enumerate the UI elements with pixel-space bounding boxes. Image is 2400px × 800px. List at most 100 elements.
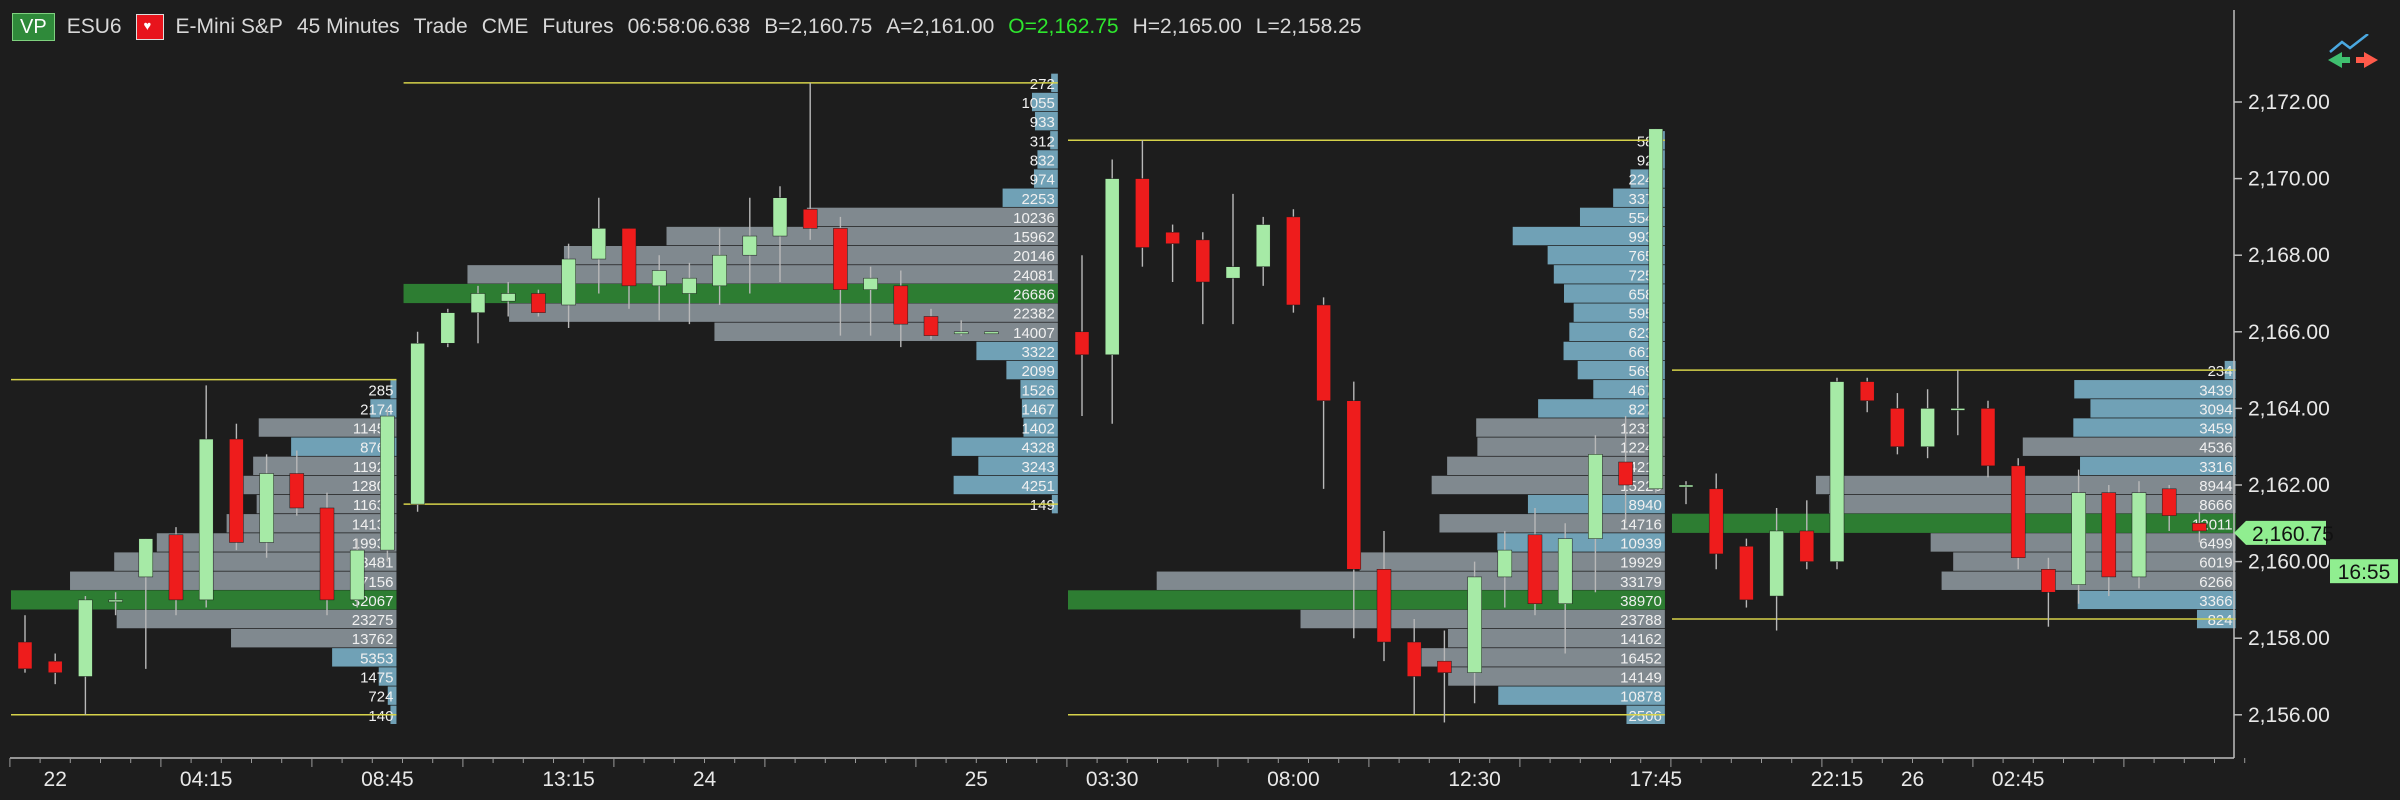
candle-down [1890, 408, 1905, 447]
profile-volume-label: 312 [1030, 133, 1055, 150]
countdown-box [2330, 559, 2398, 584]
candle-down [1859, 381, 1875, 401]
chart-header: VP ESU6 E-Mini S&P 45 Minutes Trade CME … [12, 12, 1375, 42]
profile-volume-label: 14007 [1013, 325, 1055, 342]
candle-down [1195, 239, 1211, 283]
profile-volume-label: 1526 [1021, 382, 1054, 399]
profile-volume-label: 8666 [2199, 497, 2232, 514]
profile-volume-label: 26686 [1013, 287, 1055, 304]
profile-bar [1037, 150, 1058, 169]
profile-bar [1547, 246, 1665, 265]
profile-bar [1021, 399, 1058, 418]
x-tick-label: 24 [693, 768, 717, 791]
candle-up [1648, 128, 1664, 490]
profile-bar [1563, 284, 1665, 303]
profile-volume-label: 149 [1030, 497, 1055, 514]
profile-bar [1006, 360, 1058, 380]
profile-bar [1034, 111, 1058, 131]
candle-down [621, 228, 637, 287]
profile-volume-label: 13762 [352, 631, 394, 648]
candle-up [78, 599, 93, 677]
candle-up [2071, 492, 2086, 585]
profile-bar [1050, 131, 1058, 150]
profile-volume-label: 23275 [352, 612, 394, 629]
profile-volume-label: 22382 [1013, 306, 1055, 323]
timeframe-label[interactable]: 45 Minutes [296, 15, 400, 38]
profile-volume-label: 3459 [2199, 421, 2232, 438]
candle-down [168, 534, 184, 601]
profile-volume-label: 4251 [1021, 478, 1054, 495]
profile-bar [1023, 418, 1058, 437]
time-label: 06:58:06.638 [627, 15, 751, 38]
profile-volume-label: 1402 [1021, 421, 1054, 438]
profile-volume-label: 272 [1030, 76, 1055, 93]
open-label: O=2,162.75 [1008, 15, 1119, 38]
ask-label: A=2,161.00 [886, 15, 995, 38]
profile-bar [2022, 437, 2236, 456]
candle-up [198, 438, 214, 601]
profile-bar [242, 475, 397, 495]
y-tick-label: 2,166.00 [2248, 321, 2330, 344]
x-tick-label: 26 [1901, 768, 1924, 791]
chart-trader-icon[interactable] [2328, 34, 2378, 74]
profile-bar [2090, 399, 2236, 418]
profile-bar [1815, 475, 2236, 495]
profile-volume-label: 824 [2208, 612, 2233, 629]
profile-volume-label: 724 [368, 689, 393, 706]
x-tick-label: 04:15 [180, 768, 233, 791]
profile-volume-label: 14716 [1620, 516, 1662, 533]
x-tick-label: 22:15 [1811, 768, 1864, 791]
symbol-label[interactable]: ESU6 [66, 15, 122, 38]
x-tick-label: 12:30 [1448, 768, 1501, 791]
y-tick-label: 2,172.00 [2248, 91, 2330, 114]
candle-down [1135, 178, 1150, 248]
candle-up [1104, 178, 1120, 356]
candle-up [591, 228, 607, 260]
profile-bar [1498, 686, 1665, 705]
candle-up [470, 293, 486, 313]
profile-volume-label: 15962 [1013, 229, 1055, 246]
profile-bar [1573, 303, 1665, 322]
current-price-label: 2,160.75 [2252, 523, 2334, 546]
candle-up [682, 277, 697, 294]
candle-down [1980, 408, 1996, 467]
x-tick-label: 02:45 [1992, 768, 2045, 791]
profile-volume-label: 8944 [2199, 478, 2232, 495]
candle-down [2101, 492, 2117, 578]
flag-icon[interactable] [135, 14, 164, 40]
data-type-label: Trade [413, 15, 468, 38]
candle-up [772, 197, 788, 237]
market-label: Futures [542, 15, 614, 38]
candle-down [289, 473, 305, 509]
candle-down [531, 293, 546, 313]
profile-volume-label: 3439 [2199, 382, 2232, 399]
profile-bar [332, 648, 397, 667]
x-tick-label: 17:45 [1630, 768, 1683, 791]
profile-bar [291, 437, 397, 456]
candle-up [1588, 454, 1603, 539]
candle-down [923, 316, 939, 336]
profile-volume-label: 1055 [1021, 95, 1054, 112]
instrument-label: E-Mini S&P [175, 15, 283, 38]
vp-badge[interactable]: VP [12, 13, 55, 41]
profile-bar [951, 437, 1058, 456]
candle-down [1165, 231, 1180, 244]
profile-bar [563, 246, 1058, 265]
candle-up [712, 254, 727, 287]
candle-down [1406, 641, 1422, 677]
y-tick-label: 2,170.00 [2248, 168, 2330, 191]
candle-up [500, 293, 516, 302]
profile-bar [1068, 590, 1665, 610]
profile-bar [467, 265, 1058, 284]
profile-bar [70, 571, 397, 590]
y-tick-label: 2,156.00 [2248, 704, 2330, 727]
profile-volume-label: 6019 [2199, 555, 2232, 572]
candle-down [1739, 546, 1754, 601]
profile-volume-label: 14149 [1620, 670, 1662, 687]
candle-up [2131, 492, 2147, 578]
profile-bar [1563, 341, 1665, 361]
x-tick-label: 25 [965, 768, 988, 791]
candle-down [1346, 400, 1362, 570]
